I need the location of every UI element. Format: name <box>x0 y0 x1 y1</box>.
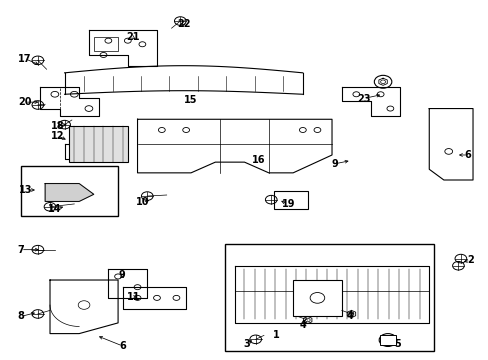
Bar <box>273 191 307 208</box>
Text: 7: 7 <box>18 245 24 255</box>
Text: 6: 6 <box>464 150 470 160</box>
Text: 23: 23 <box>356 94 369 104</box>
Text: 2: 2 <box>466 255 473 265</box>
Bar <box>94 37 118 51</box>
Text: 8: 8 <box>18 311 24 321</box>
Text: 4: 4 <box>346 311 353 321</box>
Text: 6: 6 <box>120 341 126 351</box>
Text: 1: 1 <box>272 330 279 341</box>
Text: 11: 11 <box>126 292 140 302</box>
Text: 12: 12 <box>50 131 64 141</box>
Text: 14: 14 <box>48 204 61 214</box>
Bar <box>69 126 127 162</box>
Text: 20: 20 <box>18 97 31 107</box>
Text: 18: 18 <box>50 121 64 131</box>
Text: 10: 10 <box>135 197 149 207</box>
Text: 16: 16 <box>252 156 265 165</box>
Text: 13: 13 <box>19 185 32 195</box>
Text: 22: 22 <box>177 18 190 28</box>
Text: 15: 15 <box>184 95 197 105</box>
Text: 19: 19 <box>281 199 294 209</box>
Text: 4: 4 <box>299 320 305 330</box>
Text: 9: 9 <box>330 159 337 169</box>
Text: 17: 17 <box>18 54 31 64</box>
Text: 9: 9 <box>119 270 125 280</box>
Text: 5: 5 <box>393 339 400 348</box>
Bar <box>224 244 433 351</box>
Text: 21: 21 <box>126 32 139 42</box>
Bar <box>379 335 395 345</box>
Text: 3: 3 <box>243 339 250 348</box>
Bar <box>292 280 341 316</box>
Polygon shape <box>45 184 94 202</box>
Bar <box>21 166 118 216</box>
